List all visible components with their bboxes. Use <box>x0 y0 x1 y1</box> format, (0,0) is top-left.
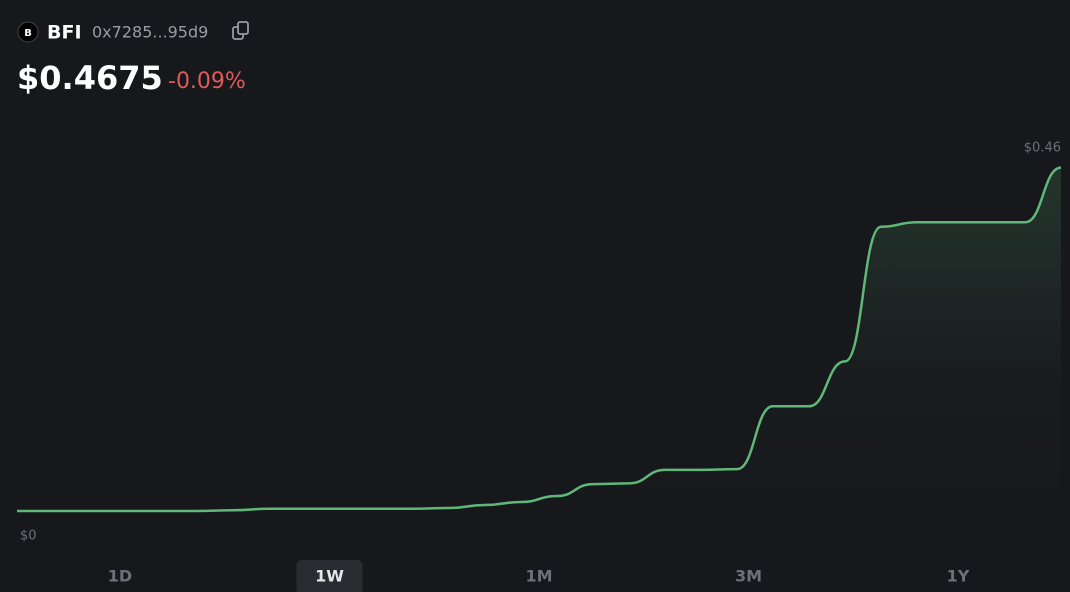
range-button[interactable]: 3M <box>735 567 762 586</box>
token-icon-letter: B <box>24 28 32 39</box>
range-button-selected-bg <box>296 560 363 592</box>
range-selector: 1D 1W 1M 3M 1Y <box>108 560 970 592</box>
chart: $0 $0.46 <box>17 140 1062 544</box>
y-tick-label: $0.46 <box>1024 140 1061 155</box>
token-address: 0x7285...95d9 <box>92 23 208 42</box>
token-symbol: BFI <box>47 22 82 44</box>
range-button[interactable]: 1W <box>315 567 344 586</box>
price-line <box>17 166 1062 513</box>
copy-icon-front <box>237 21 249 35</box>
y-tick-label: $0 <box>20 529 37 544</box>
range-button[interactable]: 1D <box>108 567 132 586</box>
copy-button[interactable] <box>232 21 249 40</box>
price: $0.4675 <box>17 59 163 97</box>
token-icon <box>17 21 39 43</box>
range-button[interactable]: 1Y <box>947 567 970 586</box>
range-button[interactable]: 1M <box>525 567 552 586</box>
price-change: -0.09% <box>168 69 246 94</box>
area-fill <box>17 167 1061 511</box>
